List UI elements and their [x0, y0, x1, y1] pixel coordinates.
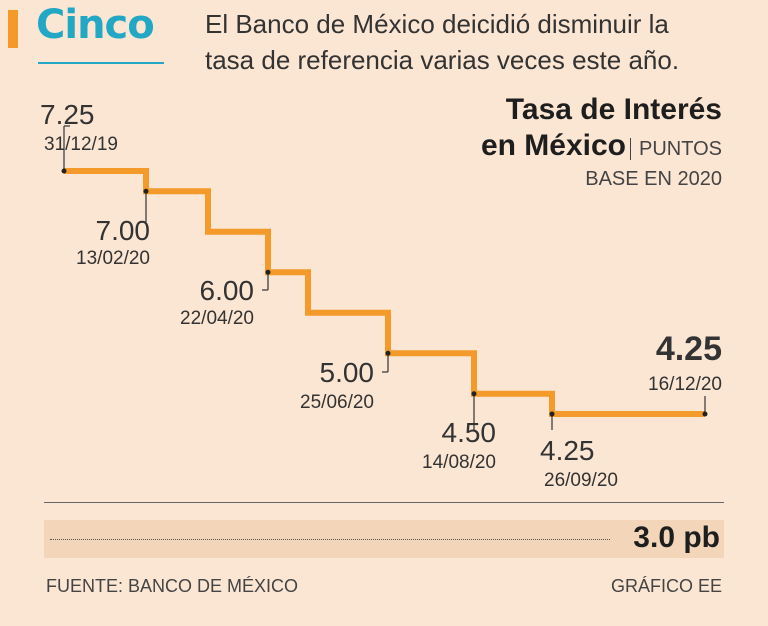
value-label-5: 4.25 [540, 435, 595, 466]
date-label-2: 22/04/20 [180, 308, 254, 329]
accent-bar [8, 10, 18, 48]
data-point-4 [471, 391, 477, 397]
credit-text: GRÁFICO EE [610, 576, 722, 596]
headline: El Banco de México deicidió disminuir la… [205, 9, 680, 75]
brand-logo: Cinco [36, 2, 155, 48]
data-point-3 [385, 350, 391, 356]
chart-title-line2: en México PUNTOS [481, 128, 722, 167]
date-label-4: 14/08/20 [422, 452, 496, 473]
date-label-3: 25/06/20 [300, 392, 374, 413]
chart-title: Tasa de Interés en México PUNTOS [481, 92, 722, 167]
date-label-5: 26/09/20 [544, 470, 618, 491]
chart-title-line2-text: en México [480, 129, 627, 162]
chart-subtitle: BASE EN 2020 [585, 168, 722, 190]
date-label-0: 31/12/19 [44, 134, 118, 155]
series-line [64, 168, 705, 417]
date-label-1: 13/02/20 [76, 248, 150, 269]
value-label-6: 4.25 [656, 330, 722, 368]
data-point-6 [702, 411, 708, 417]
data-point-0 [61, 168, 67, 174]
chart-title-line1: Tasa de Interés [505, 93, 722, 126]
summary-dotted-line [50, 539, 610, 540]
value-label-0: 7.25 [40, 99, 95, 130]
data-point-2 [265, 269, 271, 275]
source-text: FUENTE: BANCO DE MÉXICO [46, 576, 299, 596]
divider-rule [44, 502, 724, 503]
value-label-2: 6.00 [200, 275, 255, 306]
brand-underline [38, 62, 164, 64]
data-point-5 [549, 411, 555, 417]
data-point-1 [143, 188, 149, 194]
value-label-3: 5.00 [320, 357, 375, 388]
value-label-4: 4.50 [442, 417, 497, 448]
value-label-1: 7.00 [96, 215, 151, 246]
date-label-6: 16/12/20 [648, 374, 722, 395]
summary-value: 3.0 pb [633, 521, 720, 554]
chart-unit-label: PUNTOS [630, 138, 722, 160]
